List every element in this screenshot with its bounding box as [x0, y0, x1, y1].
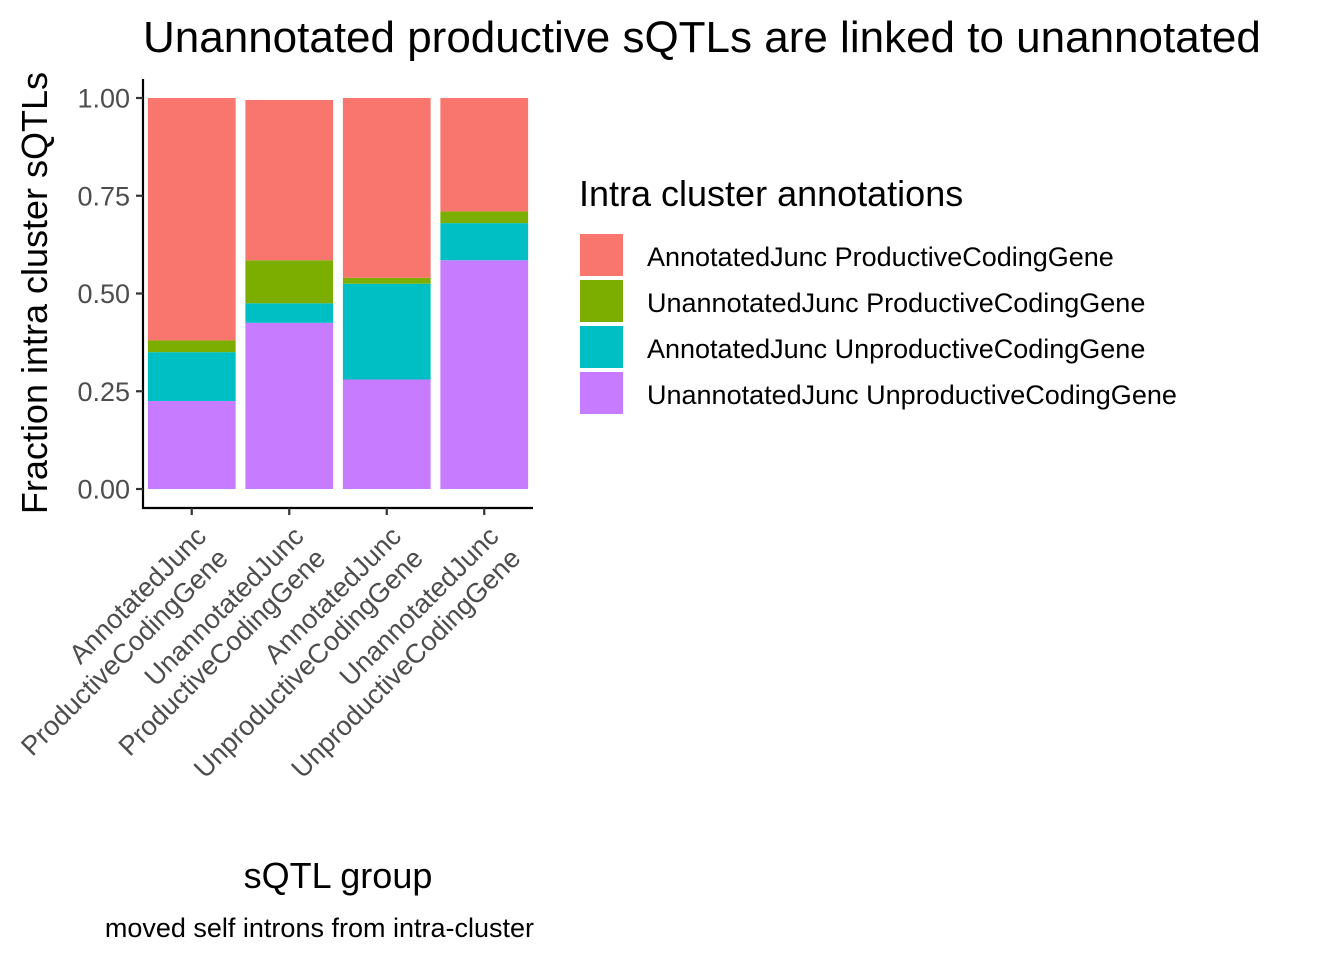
- y-tick-label: 0.25: [77, 377, 130, 407]
- bar-segment-2-4: [245, 322, 334, 489]
- y-tick-label: 0.00: [77, 475, 130, 505]
- bar-segment-1-1: [147, 98, 236, 341]
- bar-segment-4-1: [440, 98, 529, 212]
- y-axis-title: Fraction intra cluster sQTLs: [14, 72, 55, 514]
- bar-segment-4-3: [440, 223, 529, 261]
- bar-segment-2-2: [245, 260, 334, 304]
- bar-segment-3-2: [342, 277, 431, 284]
- legend-swatch: [580, 280, 623, 322]
- legend-swatch: [580, 326, 623, 368]
- bar-segment-3-4: [342, 379, 431, 489]
- legend-swatch: [580, 372, 623, 414]
- legend-label: AnnotatedJunc UnproductiveCodingGene: [647, 334, 1145, 364]
- bar-segment-2-1: [245, 99, 334, 261]
- legend-label: AnnotatedJunc ProductiveCodingGene: [647, 242, 1114, 272]
- chart-title: Unannotated productive sQTLs are linked …: [143, 13, 1261, 62]
- legend-swatch: [580, 234, 623, 276]
- x-ticks: AnnotatedJuncProductiveCodingGeneUnannot…: [15, 508, 526, 784]
- y-tick-label: 0.50: [77, 279, 130, 309]
- legend-label: UnannotatedJunc ProductiveCodingGene: [647, 288, 1145, 318]
- x-axis-title: sQTL group: [244, 855, 433, 896]
- bar-segment-3-1: [342, 98, 431, 278]
- y-ticks: 0.00 0.25 0.50 0.75 1.00: [77, 84, 143, 505]
- y-tick-label: 1.00: [77, 84, 130, 114]
- bar-segment-4-2: [440, 211, 529, 224]
- bar-segment-3-3: [342, 283, 431, 380]
- legend: Intra cluster annotations AnnotatedJunc …: [579, 173, 1177, 414]
- bar-segment-2-3: [245, 303, 334, 323]
- bar-segment-1-2: [147, 340, 236, 353]
- legend-title: Intra cluster annotations: [579, 173, 963, 214]
- caption: moved self introns from intra-cluster: [105, 913, 534, 943]
- bar-segment-1-3: [147, 352, 236, 402]
- bar-segment-4-4: [440, 260, 529, 489]
- y-tick-label: 0.75: [77, 181, 130, 211]
- bar-segment-1-4: [147, 401, 236, 489]
- legend-label: UnannotatedJunc UnproductiveCodingGene: [647, 380, 1177, 410]
- bars-layer: [147, 98, 529, 489]
